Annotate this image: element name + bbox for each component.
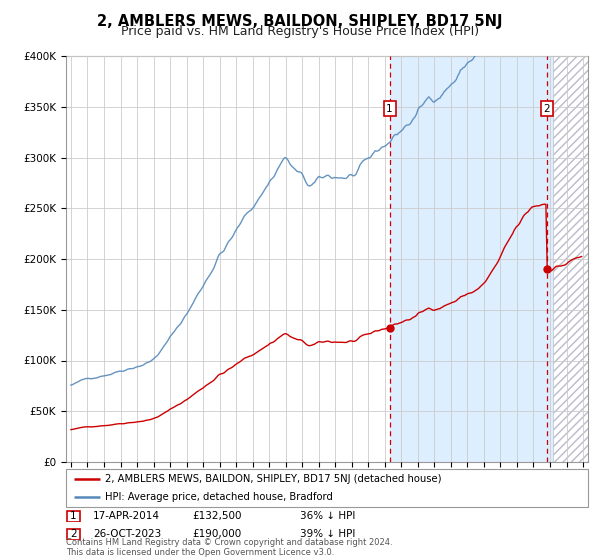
Text: 1: 1 [386, 104, 393, 114]
FancyBboxPatch shape [67, 511, 80, 522]
Bar [553, 56, 596, 462]
Text: Contains HM Land Registry data © Crown copyright and database right 2024.
This d: Contains HM Land Registry data © Crown c… [66, 538, 392, 557]
FancyBboxPatch shape [66, 469, 588, 507]
Text: 2: 2 [544, 104, 550, 114]
Text: 2, AMBLERS MEWS, BAILDON, SHIPLEY, BD17 5NJ (detached house): 2, AMBLERS MEWS, BAILDON, SHIPLEY, BD17 … [105, 474, 442, 484]
Text: £190,000: £190,000 [192, 529, 241, 539]
Text: Price paid vs. HM Land Registry's House Price Index (HPI): Price paid vs. HM Land Registry's House … [121, 25, 479, 38]
Text: 26-OCT-2023: 26-OCT-2023 [93, 529, 161, 539]
Text: 17-APR-2014: 17-APR-2014 [93, 511, 160, 521]
FancyBboxPatch shape [67, 529, 80, 540]
Bar [553, 56, 596, 462]
Text: 1: 1 [70, 511, 77, 521]
Text: 36% ↓ HPI: 36% ↓ HPI [300, 511, 355, 521]
Text: 39% ↓ HPI: 39% ↓ HPI [300, 529, 355, 539]
Text: 2, AMBLERS MEWS, BAILDON, SHIPLEY, BD17 5NJ: 2, AMBLERS MEWS, BAILDON, SHIPLEY, BD17 … [97, 14, 503, 29]
Bar [389, 56, 553, 462]
Text: £132,500: £132,500 [192, 511, 241, 521]
Text: 2: 2 [70, 529, 77, 539]
Text: HPI: Average price, detached house, Bradford: HPI: Average price, detached house, Brad… [105, 492, 333, 502]
